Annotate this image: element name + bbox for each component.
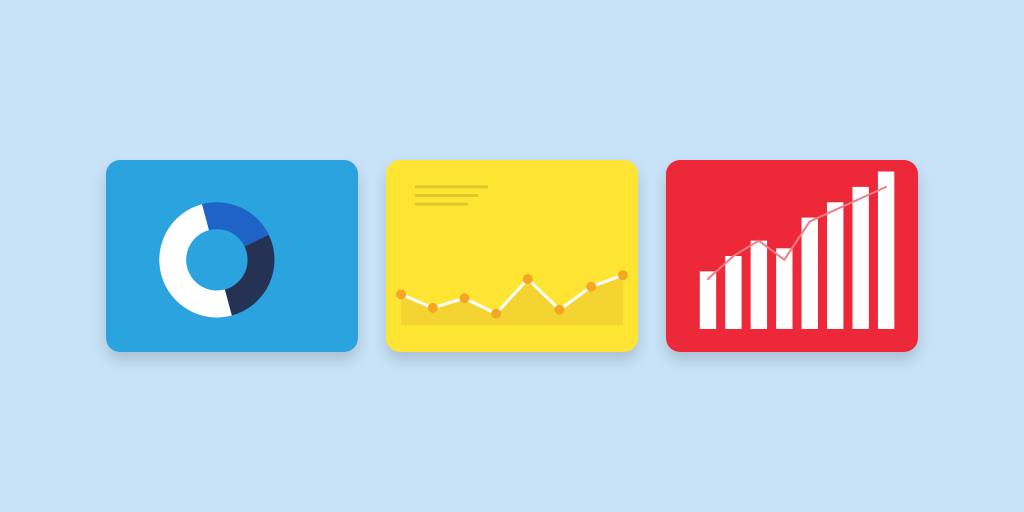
line-chart-marker [396, 289, 406, 299]
line-chart-marker [555, 305, 565, 315]
bar-chart-card [666, 160, 918, 352]
line-chart-marker [523, 274, 533, 284]
infographic-stage [0, 0, 1024, 512]
donut-chart-icon [106, 160, 358, 352]
line-chart-marker [491, 309, 501, 319]
line-chart-marker [459, 293, 469, 303]
donut-chart-card [106, 160, 358, 352]
donut-slice [225, 235, 275, 316]
line-chart-card [386, 160, 638, 352]
bar [827, 202, 843, 329]
bar [852, 187, 868, 329]
line-chart-marker [586, 282, 596, 292]
bar [878, 172, 894, 329]
line-chart-marker [618, 270, 628, 280]
bar [751, 241, 767, 329]
line-chart-icon [386, 160, 638, 352]
bar [725, 256, 741, 329]
bar [802, 218, 818, 329]
bar-chart-icon [666, 160, 918, 352]
line-chart-marker [428, 303, 438, 313]
